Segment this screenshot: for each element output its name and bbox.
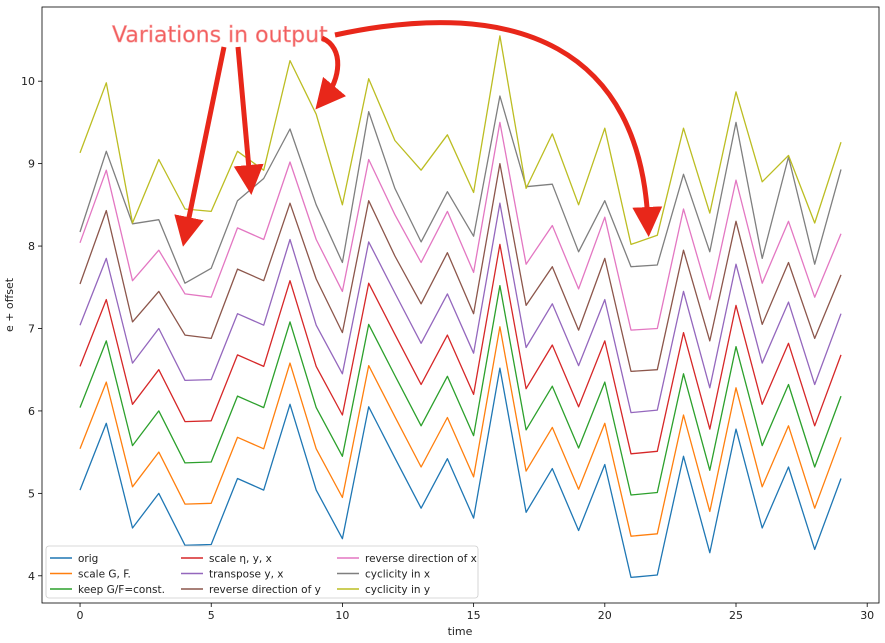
plot-area [41, 6, 880, 604]
annotation-arrow [174, 46, 227, 247]
legend-entry: keep G/F=const. [78, 584, 165, 596]
legend-entry: cyclicity in x [365, 569, 430, 581]
series-line-7 [79, 121, 842, 331]
x-tick-label: 0 [77, 609, 84, 622]
y-tick-label: 8 [28, 240, 35, 253]
x-tick-label: 15 [467, 609, 481, 622]
series-line-1 [79, 367, 842, 579]
legend-entry: transpose y, x [209, 569, 283, 581]
x-tick-label: 5 [208, 609, 215, 622]
y-tick-label: 4 [28, 570, 35, 583]
y-tick-label: 5 [28, 487, 35, 500]
x-axis-label: time [448, 625, 473, 638]
annotation-arrow [315, 35, 347, 110]
series-line-3 [79, 284, 842, 496]
y-tick-label: 7 [28, 322, 35, 335]
series-line-8 [79, 95, 842, 284]
series-line-9 [79, 35, 842, 246]
legend-entry: cyclicity in y [365, 584, 430, 596]
annotation-arrow [233, 46, 264, 195]
x-tick-label: 20 [598, 609, 612, 622]
legend-entry: orig [78, 553, 98, 565]
annotation-text: Variations in output [112, 23, 328, 48]
y-axis-label: e + offset [3, 277, 16, 332]
series-line-6 [79, 162, 842, 373]
x-tick-label: 25 [729, 609, 743, 622]
series-line-4 [79, 243, 842, 455]
y-tick-label: 9 [28, 158, 35, 171]
legend-entry: reverse direction of y [209, 584, 321, 596]
series-line-2 [79, 326, 842, 537]
legend-box [45, 545, 479, 599]
legend-entry: reverse direction of x [365, 553, 477, 565]
x-tick-label: 10 [335, 609, 349, 622]
y-tick-label: 6 [28, 405, 35, 418]
legend-entry: scale G, F. [78, 569, 131, 581]
x-tick-label: 30 [860, 609, 874, 622]
annotation-arrow [334, 20, 663, 237]
series-line-5 [79, 202, 842, 414]
legend-entry: scale η, y, x [209, 553, 272, 565]
y-tick-label: 10 [21, 75, 35, 88]
